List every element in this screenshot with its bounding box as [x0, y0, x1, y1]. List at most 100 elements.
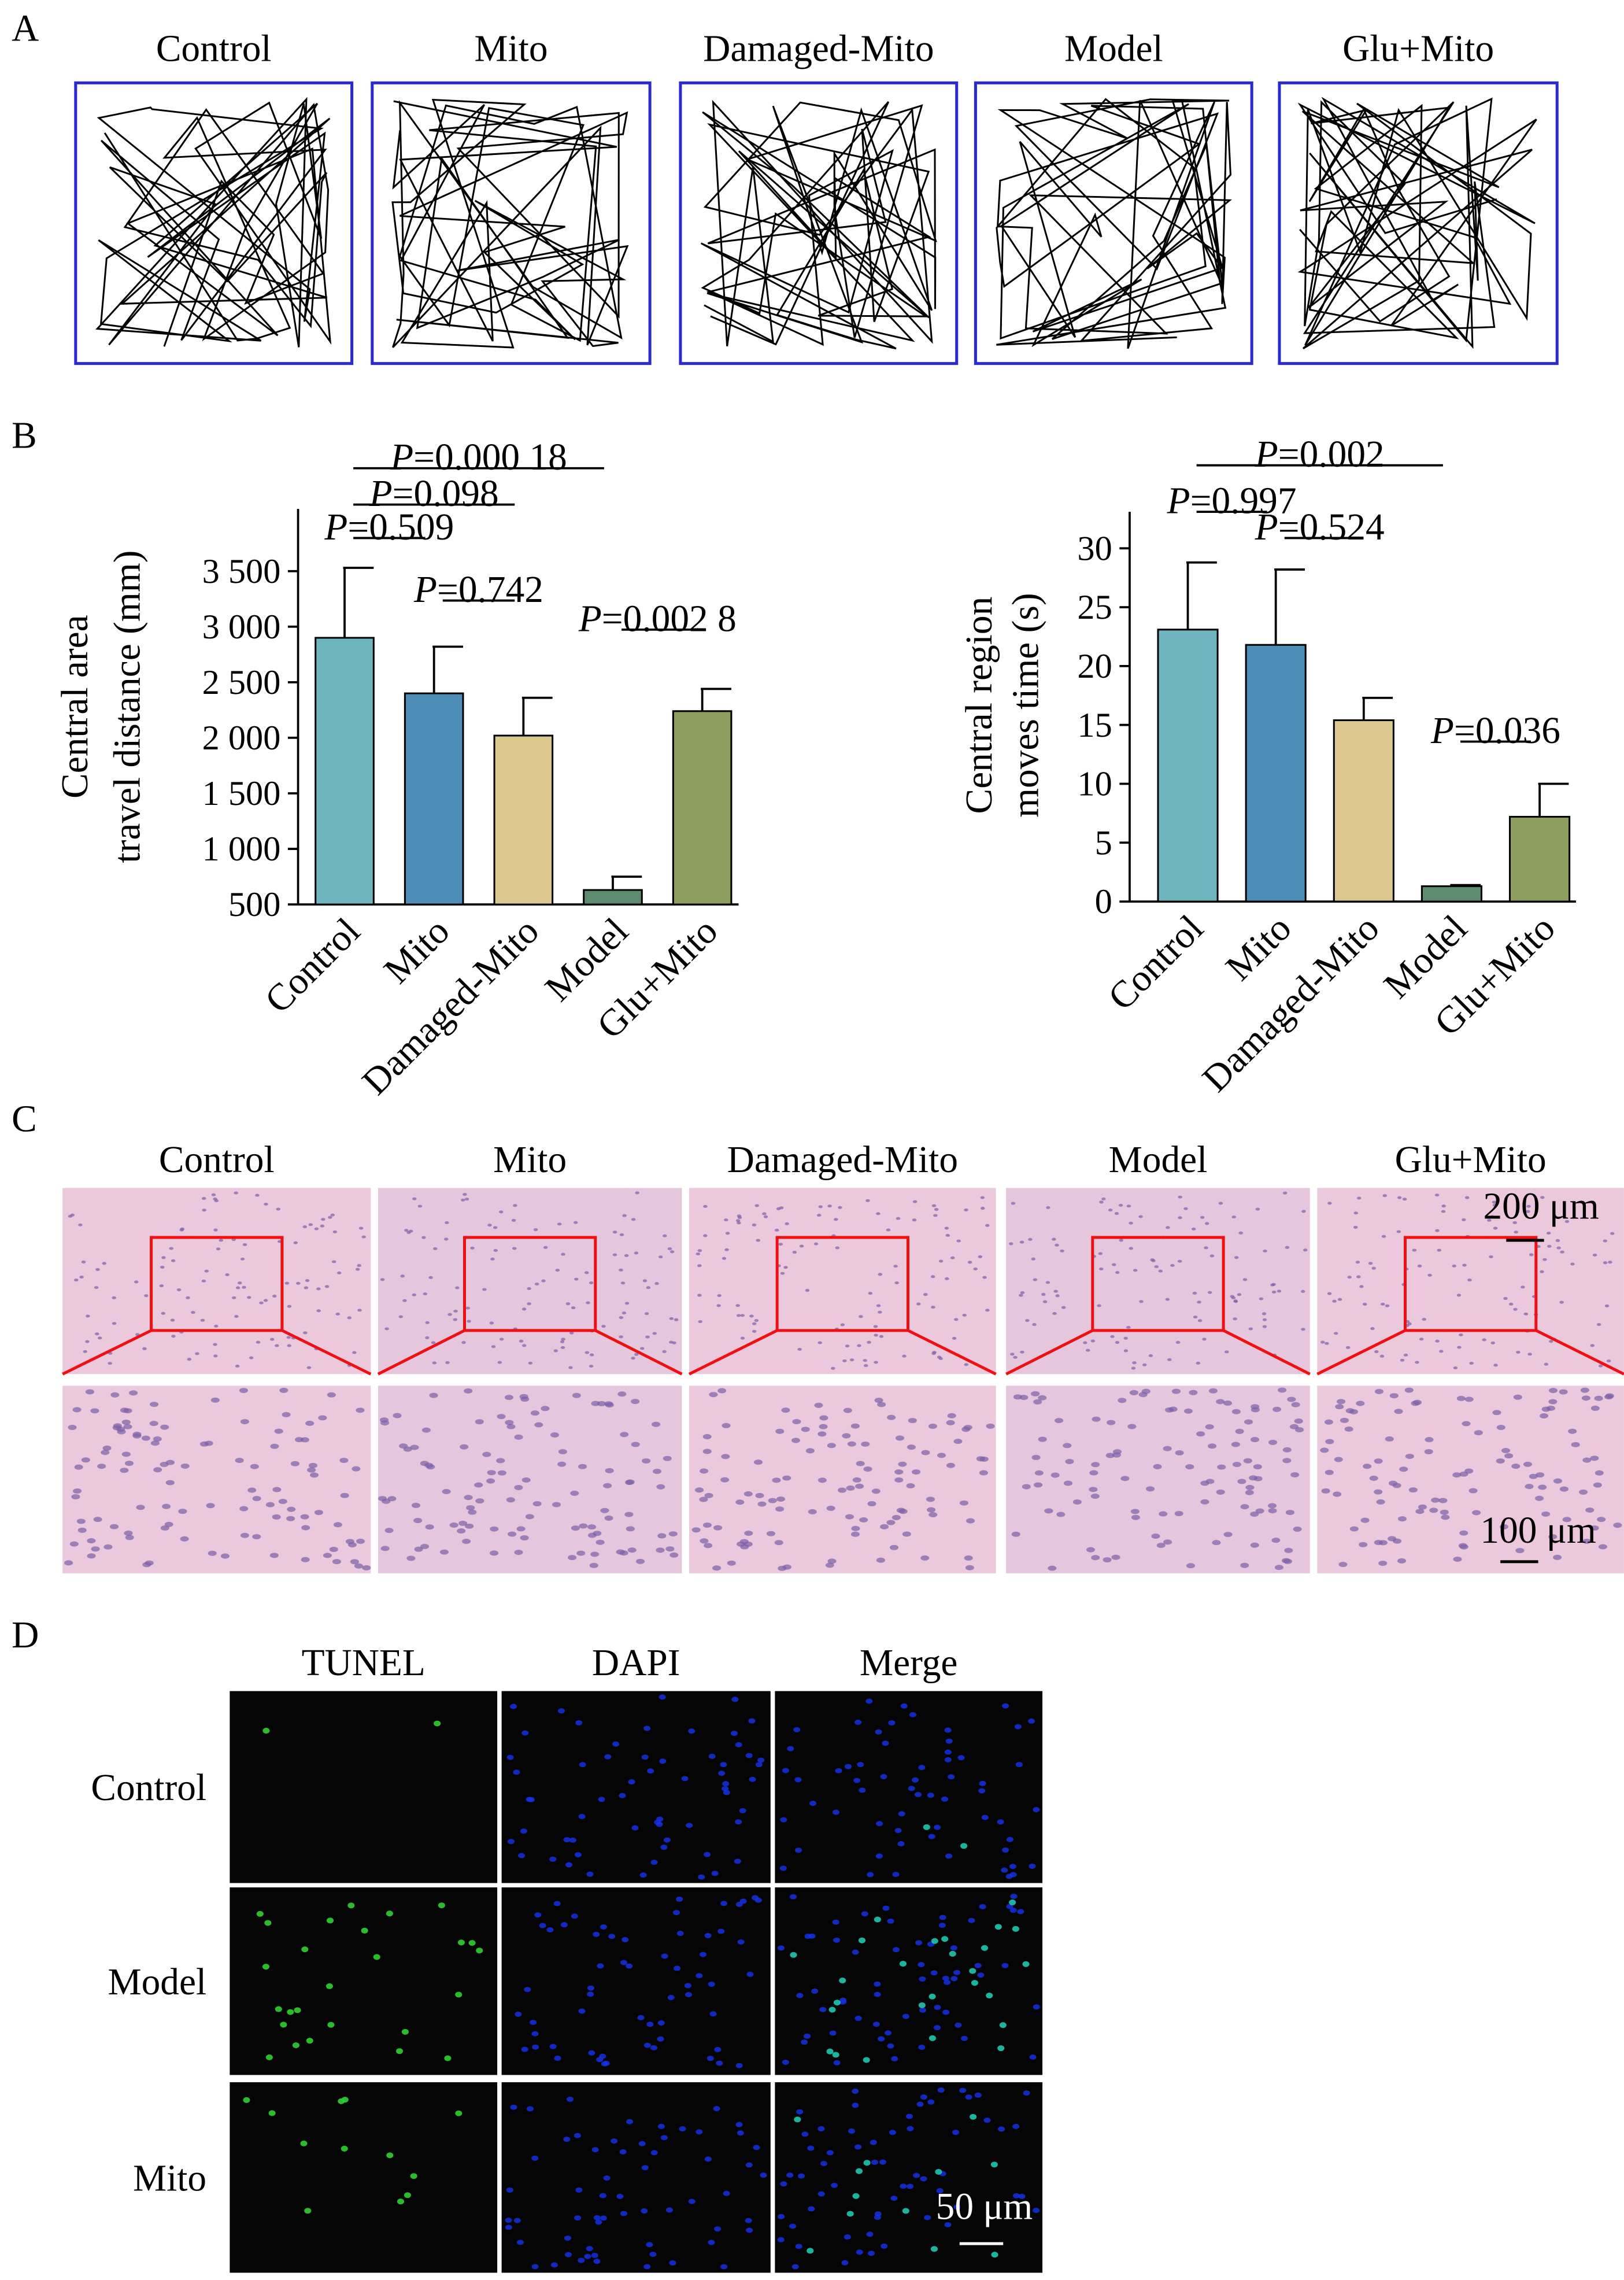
dapi-nucleus: [820, 2161, 828, 2167]
nucleus: [513, 1204, 517, 1207]
tunel-signal: [292, 2042, 299, 2049]
nucleus: [1513, 1394, 1522, 1400]
fluorescence-image: [501, 2082, 771, 2273]
nucleus: [1425, 1437, 1434, 1443]
tunel-signal: [455, 2110, 463, 2116]
nucleus: [895, 1435, 904, 1441]
nucleus: [543, 1246, 548, 1249]
nucleus: [1208, 1388, 1218, 1394]
nucleus: [333, 1522, 342, 1528]
nucleus: [464, 1495, 473, 1501]
nucleus: [1285, 1510, 1294, 1516]
nucleus: [724, 1248, 729, 1251]
dapi-nucleus: [657, 2123, 665, 2129]
dapi-nucleus: [641, 1754, 649, 1760]
nucleus: [743, 1541, 753, 1547]
nucleus: [1112, 1263, 1116, 1266]
dapi-nucleus: [817, 2126, 825, 2131]
nucleus: [799, 1244, 804, 1248]
nucleus: [550, 1432, 559, 1438]
nucleus: [1204, 1222, 1209, 1225]
nucleus: [1439, 1350, 1444, 1353]
nucleus: [1041, 1293, 1046, 1296]
dapi-nucleus: [797, 2173, 805, 2179]
nucleus: [235, 1286, 241, 1289]
tunel-signal: [401, 2028, 409, 2035]
scale-bar-label: 200 μm: [1483, 1185, 1599, 1227]
nucleus: [620, 1281, 626, 1285]
nucleus: [1337, 1298, 1342, 1301]
tunel-signal: [790, 1952, 797, 1958]
nucleus: [916, 1302, 921, 1306]
nucleus: [667, 1247, 672, 1251]
nucleus: [498, 1210, 504, 1214]
dapi-nucleus: [667, 1994, 675, 2000]
nucleus: [952, 1336, 957, 1340]
nucleus: [1103, 1557, 1112, 1563]
column-label: Merge: [860, 1642, 957, 1684]
nucleus: [129, 1390, 138, 1396]
nucleus: [1063, 1480, 1072, 1486]
nucleus: [1521, 1285, 1525, 1289]
nucleus: [634, 1251, 639, 1255]
nucleus: [445, 1361, 450, 1365]
nucleus: [896, 1217, 901, 1220]
nucleus: [737, 1221, 741, 1225]
dapi-nucleus: [591, 2252, 598, 2259]
nucleus: [1148, 1354, 1153, 1357]
nucleus: [318, 1415, 327, 1421]
y-tick-label: 0: [1095, 882, 1112, 921]
nucleus: [447, 1313, 452, 1316]
nucleus: [219, 1239, 224, 1242]
nucleus: [743, 1491, 753, 1497]
nucleus: [1099, 1200, 1104, 1204]
nucleus: [211, 1193, 216, 1196]
nucleus: [842, 1433, 851, 1439]
nucleus: [1042, 1300, 1048, 1303]
nucleus: [213, 1354, 218, 1358]
dapi-nucleus: [722, 1781, 730, 1787]
nucleus: [1123, 1336, 1128, 1340]
tunel-signal: [468, 1940, 476, 1946]
nucleus: [713, 1525, 723, 1531]
nucleus: [1165, 1298, 1170, 1301]
nucleus: [1553, 1478, 1563, 1484]
nucleus: [449, 1522, 458, 1528]
nucleus: [242, 1285, 246, 1289]
nucleus: [631, 1218, 636, 1221]
nucleus: [102, 1262, 106, 1265]
dapi-nucleus: [737, 1939, 745, 1945]
dapi-nucleus: [801, 2039, 808, 2045]
nucleus: [470, 1246, 475, 1250]
dapi-nucleus: [786, 2172, 794, 2178]
dapi-nucleus: [1033, 2208, 1040, 2214]
dapi-nucleus: [974, 2092, 982, 2098]
nucleus: [697, 1249, 702, 1252]
nucleus: [1378, 1540, 1388, 1546]
dapi-nucleus: [892, 1872, 900, 1878]
nucleus: [331, 1260, 336, 1263]
nucleus: [1251, 1407, 1260, 1413]
nucleus: [1290, 1472, 1300, 1478]
nucleus: [1441, 1210, 1446, 1213]
nucleus: [639, 1347, 645, 1350]
nucleus: [534, 1283, 539, 1286]
nucleus: [1235, 1428, 1244, 1434]
tunel-signal: [386, 1911, 393, 1917]
nucleus: [316, 1309, 321, 1313]
y-axis-label: Central region: [959, 597, 1000, 814]
dapi-nucleus: [914, 1791, 922, 1797]
nucleus: [1216, 1399, 1225, 1405]
nucleus: [1126, 1204, 1131, 1208]
nucleus: [1385, 1436, 1394, 1442]
dapi-nucleus: [866, 2231, 874, 2237]
he-image: [689, 1188, 996, 1374]
nucleus: [1301, 1210, 1306, 1213]
nucleus: [1605, 1393, 1614, 1399]
dapi-nucleus: [844, 2234, 851, 2240]
nucleus: [656, 1484, 665, 1490]
nucleus: [345, 1539, 354, 1544]
nucleus: [625, 1480, 634, 1485]
bar: [493, 734, 554, 906]
dapi-nucleus: [777, 1945, 785, 1951]
